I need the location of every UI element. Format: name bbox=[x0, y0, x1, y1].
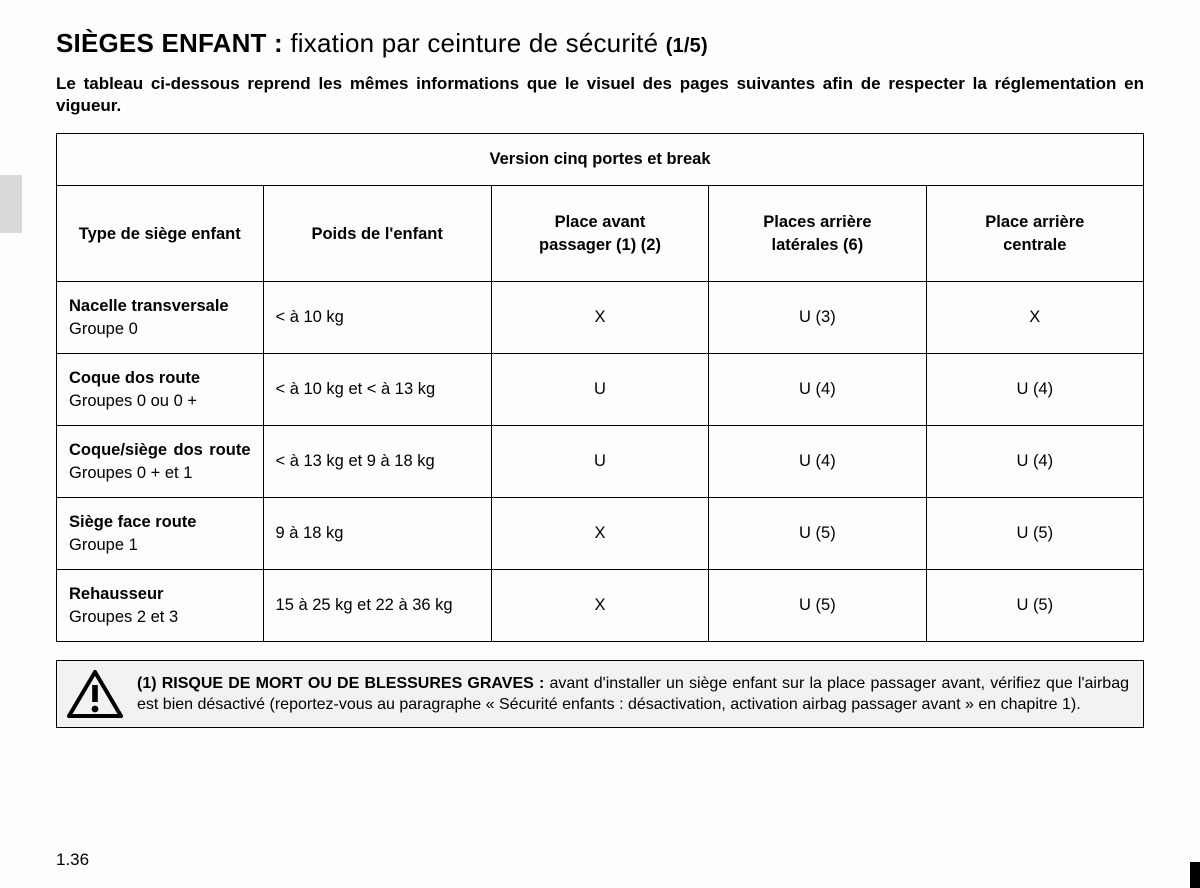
col-header-rear-center: Place arrière centrale bbox=[926, 186, 1143, 282]
seat-group: Groupe 1 bbox=[69, 536, 138, 554]
seat-name: Rehausseur bbox=[69, 585, 163, 603]
value-cell: X bbox=[926, 282, 1143, 354]
table-row: Nacelle transversale Groupe 0 < à 10 kg … bbox=[57, 282, 1144, 354]
page: SIÈGES ENFANT : fixation par ceinture de… bbox=[0, 0, 1200, 888]
table-row: Coque dos route Groupes 0 ou 0 + < à 10 … bbox=[57, 354, 1144, 426]
value-cell: U (5) bbox=[926, 570, 1143, 642]
value-cell: U (3) bbox=[709, 282, 926, 354]
value-cell: U (5) bbox=[926, 498, 1143, 570]
type-cell: Coque/siège dos route Groupes 0 + et 1 bbox=[57, 426, 264, 498]
table-row: Rehausseur Groupes 2 et 3 15 à 25 kg et … bbox=[57, 570, 1144, 642]
col-header-line: passager (1) (2) bbox=[539, 236, 661, 254]
col-header-line: latérales (6) bbox=[772, 236, 864, 254]
col-header-weight: Poids de l'enfant bbox=[263, 186, 491, 282]
col-header-line: centrale bbox=[1003, 236, 1066, 254]
table-row: Coque/siège dos route Groupes 0 + et 1 <… bbox=[57, 426, 1144, 498]
table-caption-row: Version cinq portes et break bbox=[57, 134, 1144, 186]
seat-group: Groupe 0 bbox=[69, 320, 138, 338]
value-cell: X bbox=[491, 282, 708, 354]
seat-group: Groupes 0 + et 1 bbox=[69, 464, 192, 482]
table-header-row: Type de siège enfant Poids de l'enfant P… bbox=[57, 186, 1144, 282]
table-row: Siège face route Groupe 1 9 à 18 kg X U … bbox=[57, 498, 1144, 570]
weight-cell: 9 à 18 kg bbox=[263, 498, 491, 570]
side-tab bbox=[0, 175, 22, 233]
warning-triangle-icon bbox=[67, 669, 123, 719]
col-header-rear-side: Places arrière latérales (6) bbox=[709, 186, 926, 282]
col-header-line: Places arrière bbox=[763, 213, 871, 231]
type-cell: Coque dos route Groupes 0 ou 0 + bbox=[57, 354, 264, 426]
weight-cell: < à 13 kg et 9 à 18 kg bbox=[263, 426, 491, 498]
type-cell: Nacelle transversale Groupe 0 bbox=[57, 282, 264, 354]
col-header-front-passenger: Place avant passager (1) (2) bbox=[491, 186, 708, 282]
warning-text: (1) RISQUE DE MORT OU DE BLESSURES GRAVE… bbox=[137, 673, 1129, 716]
type-cell: Rehausseur Groupes 2 et 3 bbox=[57, 570, 264, 642]
value-cell: U (4) bbox=[709, 426, 926, 498]
value-cell: U (4) bbox=[926, 354, 1143, 426]
value-cell: X bbox=[491, 498, 708, 570]
warning-lead: (1) RISQUE DE MORT OU DE BLESSURES GRAVE… bbox=[137, 675, 544, 692]
weight-cell: < à 10 kg et < à 13 kg bbox=[263, 354, 491, 426]
subtitle-text: Le tableau ci-dessous reprend les mêmes … bbox=[56, 73, 1144, 117]
value-cell: U bbox=[491, 354, 708, 426]
value-cell: U (5) bbox=[709, 498, 926, 570]
corner-mark bbox=[1190, 862, 1200, 888]
title-bold: SIÈGES ENFANT : bbox=[56, 28, 283, 58]
weight-cell: 15 à 25 kg et 22 à 36 kg bbox=[263, 570, 491, 642]
value-cell: U (5) bbox=[709, 570, 926, 642]
value-cell: U (4) bbox=[709, 354, 926, 426]
seat-name: Nacelle transversale bbox=[69, 297, 229, 315]
title-rest: fixation par ceinture de sécurité bbox=[283, 28, 666, 58]
value-cell: U (4) bbox=[926, 426, 1143, 498]
col-header-line: Place arrière bbox=[985, 213, 1084, 231]
title-page-marker: (1/5) bbox=[666, 35, 708, 57]
value-cell: U bbox=[491, 426, 708, 498]
type-cell: Siège face route Groupe 1 bbox=[57, 498, 264, 570]
page-number: 1.36 bbox=[56, 850, 89, 870]
col-header-line: Place avant bbox=[555, 213, 646, 231]
seat-name: Siège face route bbox=[69, 513, 196, 531]
table-caption: Version cinq portes et break bbox=[57, 134, 1144, 186]
seat-name: Coque/siège dos route bbox=[69, 439, 251, 461]
warning-box: (1) RISQUE DE MORT OU DE BLESSURES GRAVE… bbox=[56, 660, 1144, 728]
value-cell: X bbox=[491, 570, 708, 642]
col-header-type: Type de siège enfant bbox=[57, 186, 264, 282]
seat-group: Groupes 0 ou 0 + bbox=[69, 392, 197, 410]
page-title: SIÈGES ENFANT : fixation par ceinture de… bbox=[56, 28, 1144, 59]
seat-group: Groupes 2 et 3 bbox=[69, 608, 178, 626]
seat-name: Coque dos route bbox=[69, 369, 200, 387]
weight-cell: < à 10 kg bbox=[263, 282, 491, 354]
child-seat-table: Version cinq portes et break Type de siè… bbox=[56, 133, 1144, 642]
